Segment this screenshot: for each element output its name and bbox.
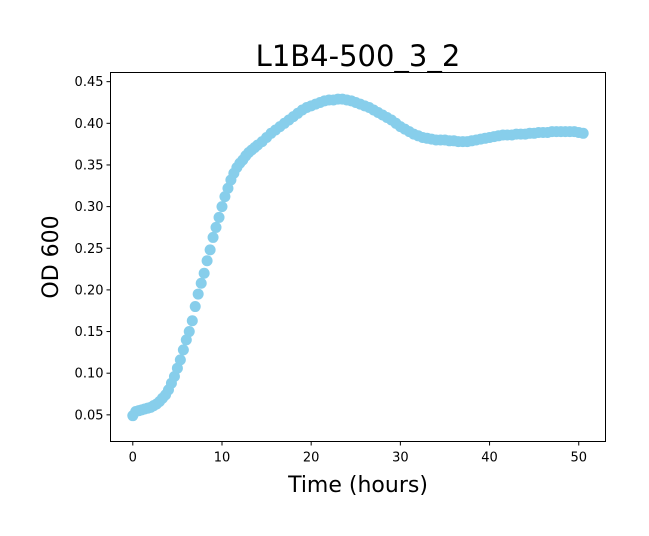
y-tick-label: 0.05 [75,408,104,423]
data-point [192,288,204,300]
chart-title: L1B4-500_3_2 [256,39,461,73]
y-tick-label: 0.45 [75,75,104,90]
y-tick-label: 0.40 [75,117,104,132]
data-point [186,315,198,327]
data-point [198,267,210,279]
data-points [127,93,589,422]
y-axis-label: OD 600 [39,215,64,298]
y-axis-ticks: 0.05 0.10 0.15 0.20 0.25 0.30 0.35 0.40 0.45 [75,75,111,423]
plot-frame [110,72,606,442]
data-point [201,255,213,267]
data-point [213,211,225,223]
data-point [204,244,216,256]
x-axis-label: Time (hours) [287,473,428,498]
data-point [577,127,589,139]
y-tick-label: 0.25 [75,242,104,257]
data-point [210,221,222,233]
x-tick-label: 0 [129,451,137,466]
y-tick-label: 0.30 [75,200,104,215]
data-point [195,277,207,289]
data-point [222,182,234,194]
x-tick-label: 20 [303,451,320,466]
y-tick-label: 0.20 [75,283,104,298]
x-axis-ticks: 0 10 20 30 40 50 [129,441,587,466]
y-tick-label: 0.15 [75,325,104,340]
y-tick-label: 0.35 [75,158,104,173]
x-tick-label: 40 [481,451,498,466]
data-point [183,326,195,338]
data-point [177,344,189,356]
data-point [180,334,192,346]
x-tick-label: 50 [570,451,587,466]
data-point [216,201,228,213]
x-tick-label: 10 [214,451,231,466]
data-point [207,231,219,243]
data-point [174,354,186,366]
data-point [219,191,231,203]
y-tick-label: 0.10 [75,367,104,382]
data-point [171,362,183,374]
data-point [168,371,180,383]
data-point [189,301,201,313]
x-tick-label: 30 [392,451,409,466]
